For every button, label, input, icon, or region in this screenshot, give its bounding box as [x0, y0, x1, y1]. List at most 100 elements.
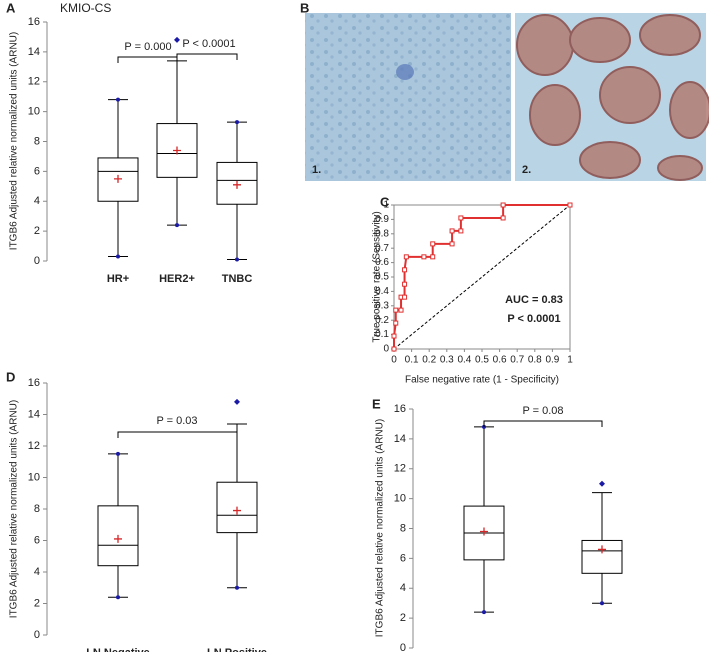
roc-point [567, 202, 573, 208]
max-point [116, 97, 120, 102]
y-tick-label: 14 [394, 433, 406, 445]
roc-point [393, 307, 399, 313]
roc-point [430, 254, 436, 260]
significance-bracket [483, 420, 603, 427]
y-tick-label: 14 [28, 408, 40, 420]
outlier [174, 36, 180, 43]
y-tick-label: 6 [34, 534, 40, 546]
y-tick-label: 12 [394, 463, 406, 475]
min-point [116, 254, 120, 259]
panel-letter: C [380, 194, 390, 209]
y-tick-label: 2 [34, 597, 40, 609]
x-tick-label: 0.1 [405, 355, 419, 366]
x-tick-label: LN Negative [86, 647, 150, 652]
y-axis-label: ITGB6 Adjusted relative normalized units… [375, 419, 386, 637]
box [97, 157, 139, 202]
significance-bracket [176, 53, 238, 60]
y-tick-label: 4 [34, 195, 40, 207]
x-tick-label: 1 [567, 355, 573, 366]
mean-marker [233, 506, 241, 515]
y-tick-label: 0.8 [375, 228, 389, 239]
y-tick-label: 16 [28, 16, 40, 28]
y-tick-label: 0.6 [375, 257, 389, 268]
min-point [235, 257, 239, 262]
y-tick-label: 0 [34, 629, 40, 641]
roc-point [458, 228, 464, 234]
roc-point [430, 241, 436, 247]
y-tick-label: 2 [34, 225, 40, 237]
roc-point [449, 228, 455, 234]
y-tick-label: 4 [34, 566, 40, 578]
x-tick-label: 0.4 [457, 355, 471, 366]
max-point [235, 120, 239, 125]
x-tick-label: 0.2 [422, 355, 436, 366]
x-tick-label: TNBC [222, 273, 253, 285]
outlier [234, 398, 240, 405]
y-tick-label: 12 [28, 440, 40, 452]
panel-letter: E [372, 396, 381, 411]
y-tick-label: 16 [28, 377, 40, 389]
x-axis-label: False negative rate (1 - Specificity) [405, 375, 559, 386]
x-tick-label: HER2+ [159, 273, 195, 285]
reference-diagonal [393, 204, 571, 350]
min-point [235, 585, 239, 590]
mean-marker [480, 527, 488, 536]
roc-annotation: AUC = 0.83 [505, 294, 563, 306]
chart-title: KMIO-CS [60, 1, 111, 15]
x-tick-label: 0.8 [528, 355, 542, 366]
y-axis-label: ITGB6 Adjusted relative normalized units… [9, 32, 20, 250]
panel-letter: D [6, 369, 15, 384]
image-caption: 2. [522, 164, 531, 176]
roc-point [391, 333, 397, 339]
min-point [116, 595, 120, 600]
x-tick-label: 0.3 [440, 355, 454, 366]
y-tick-label: 16 [394, 403, 406, 415]
x-tick-label: HR+ [107, 273, 129, 285]
y-tick-label: 0.3 [375, 300, 389, 311]
y-tick-label: 6 [400, 552, 406, 564]
roc-point [500, 215, 506, 221]
y-axis-label: ITGB6 Adjusted relative normalized units… [9, 400, 20, 618]
mean-marker [114, 174, 122, 183]
roc-point [403, 254, 409, 260]
min-point [600, 601, 604, 606]
roc-point [458, 215, 464, 221]
roc-point [402, 267, 408, 273]
mean-marker [173, 146, 181, 155]
roc-point [393, 320, 399, 326]
y-tick-label: 12 [28, 76, 40, 88]
y-tick-label: 10 [28, 106, 40, 118]
y-tick-label: 0.1 [375, 329, 389, 340]
y-tick-label: 8 [400, 522, 406, 534]
mean-marker [114, 534, 122, 543]
roc-point [391, 346, 397, 352]
outlier [599, 480, 605, 487]
y-tick-label: 4 [400, 582, 406, 594]
roc-point [421, 254, 427, 260]
y-tick-label: 0.7 [375, 243, 389, 254]
roc-point [500, 202, 506, 208]
y-tick-label: 0.2 [375, 315, 389, 326]
panel-letter: A [6, 0, 16, 15]
plot-frame [393, 204, 571, 350]
max-point [116, 451, 120, 456]
p-value: P = 0.03 [156, 415, 197, 427]
p-value: P = 0.000 [124, 41, 171, 53]
p-value: P = 0.08 [522, 405, 563, 417]
panel-letter: B [300, 0, 309, 15]
roc-point [398, 307, 404, 313]
y-axis-label: True positive rate (Sensitivity) [372, 211, 383, 342]
x-tick-label: LN Positive [207, 647, 267, 652]
significance-bracket [117, 56, 178, 63]
y-tick-label: 0 [34, 255, 40, 267]
significance-bracket [117, 431, 238, 438]
p-value: P < 0.0001 [182, 38, 235, 50]
mean-marker [598, 545, 606, 554]
x-tick-label: 0.9 [545, 355, 559, 366]
y-tick-label: 2 [400, 612, 406, 624]
roc-annotation: P < 0.0001 [507, 313, 560, 325]
y-tick-label: 0.9 [375, 214, 389, 225]
micrograph-feature [396, 64, 414, 80]
x-tick-label: 0.6 [493, 355, 507, 366]
x-tick-label: 0.5 [475, 355, 489, 366]
